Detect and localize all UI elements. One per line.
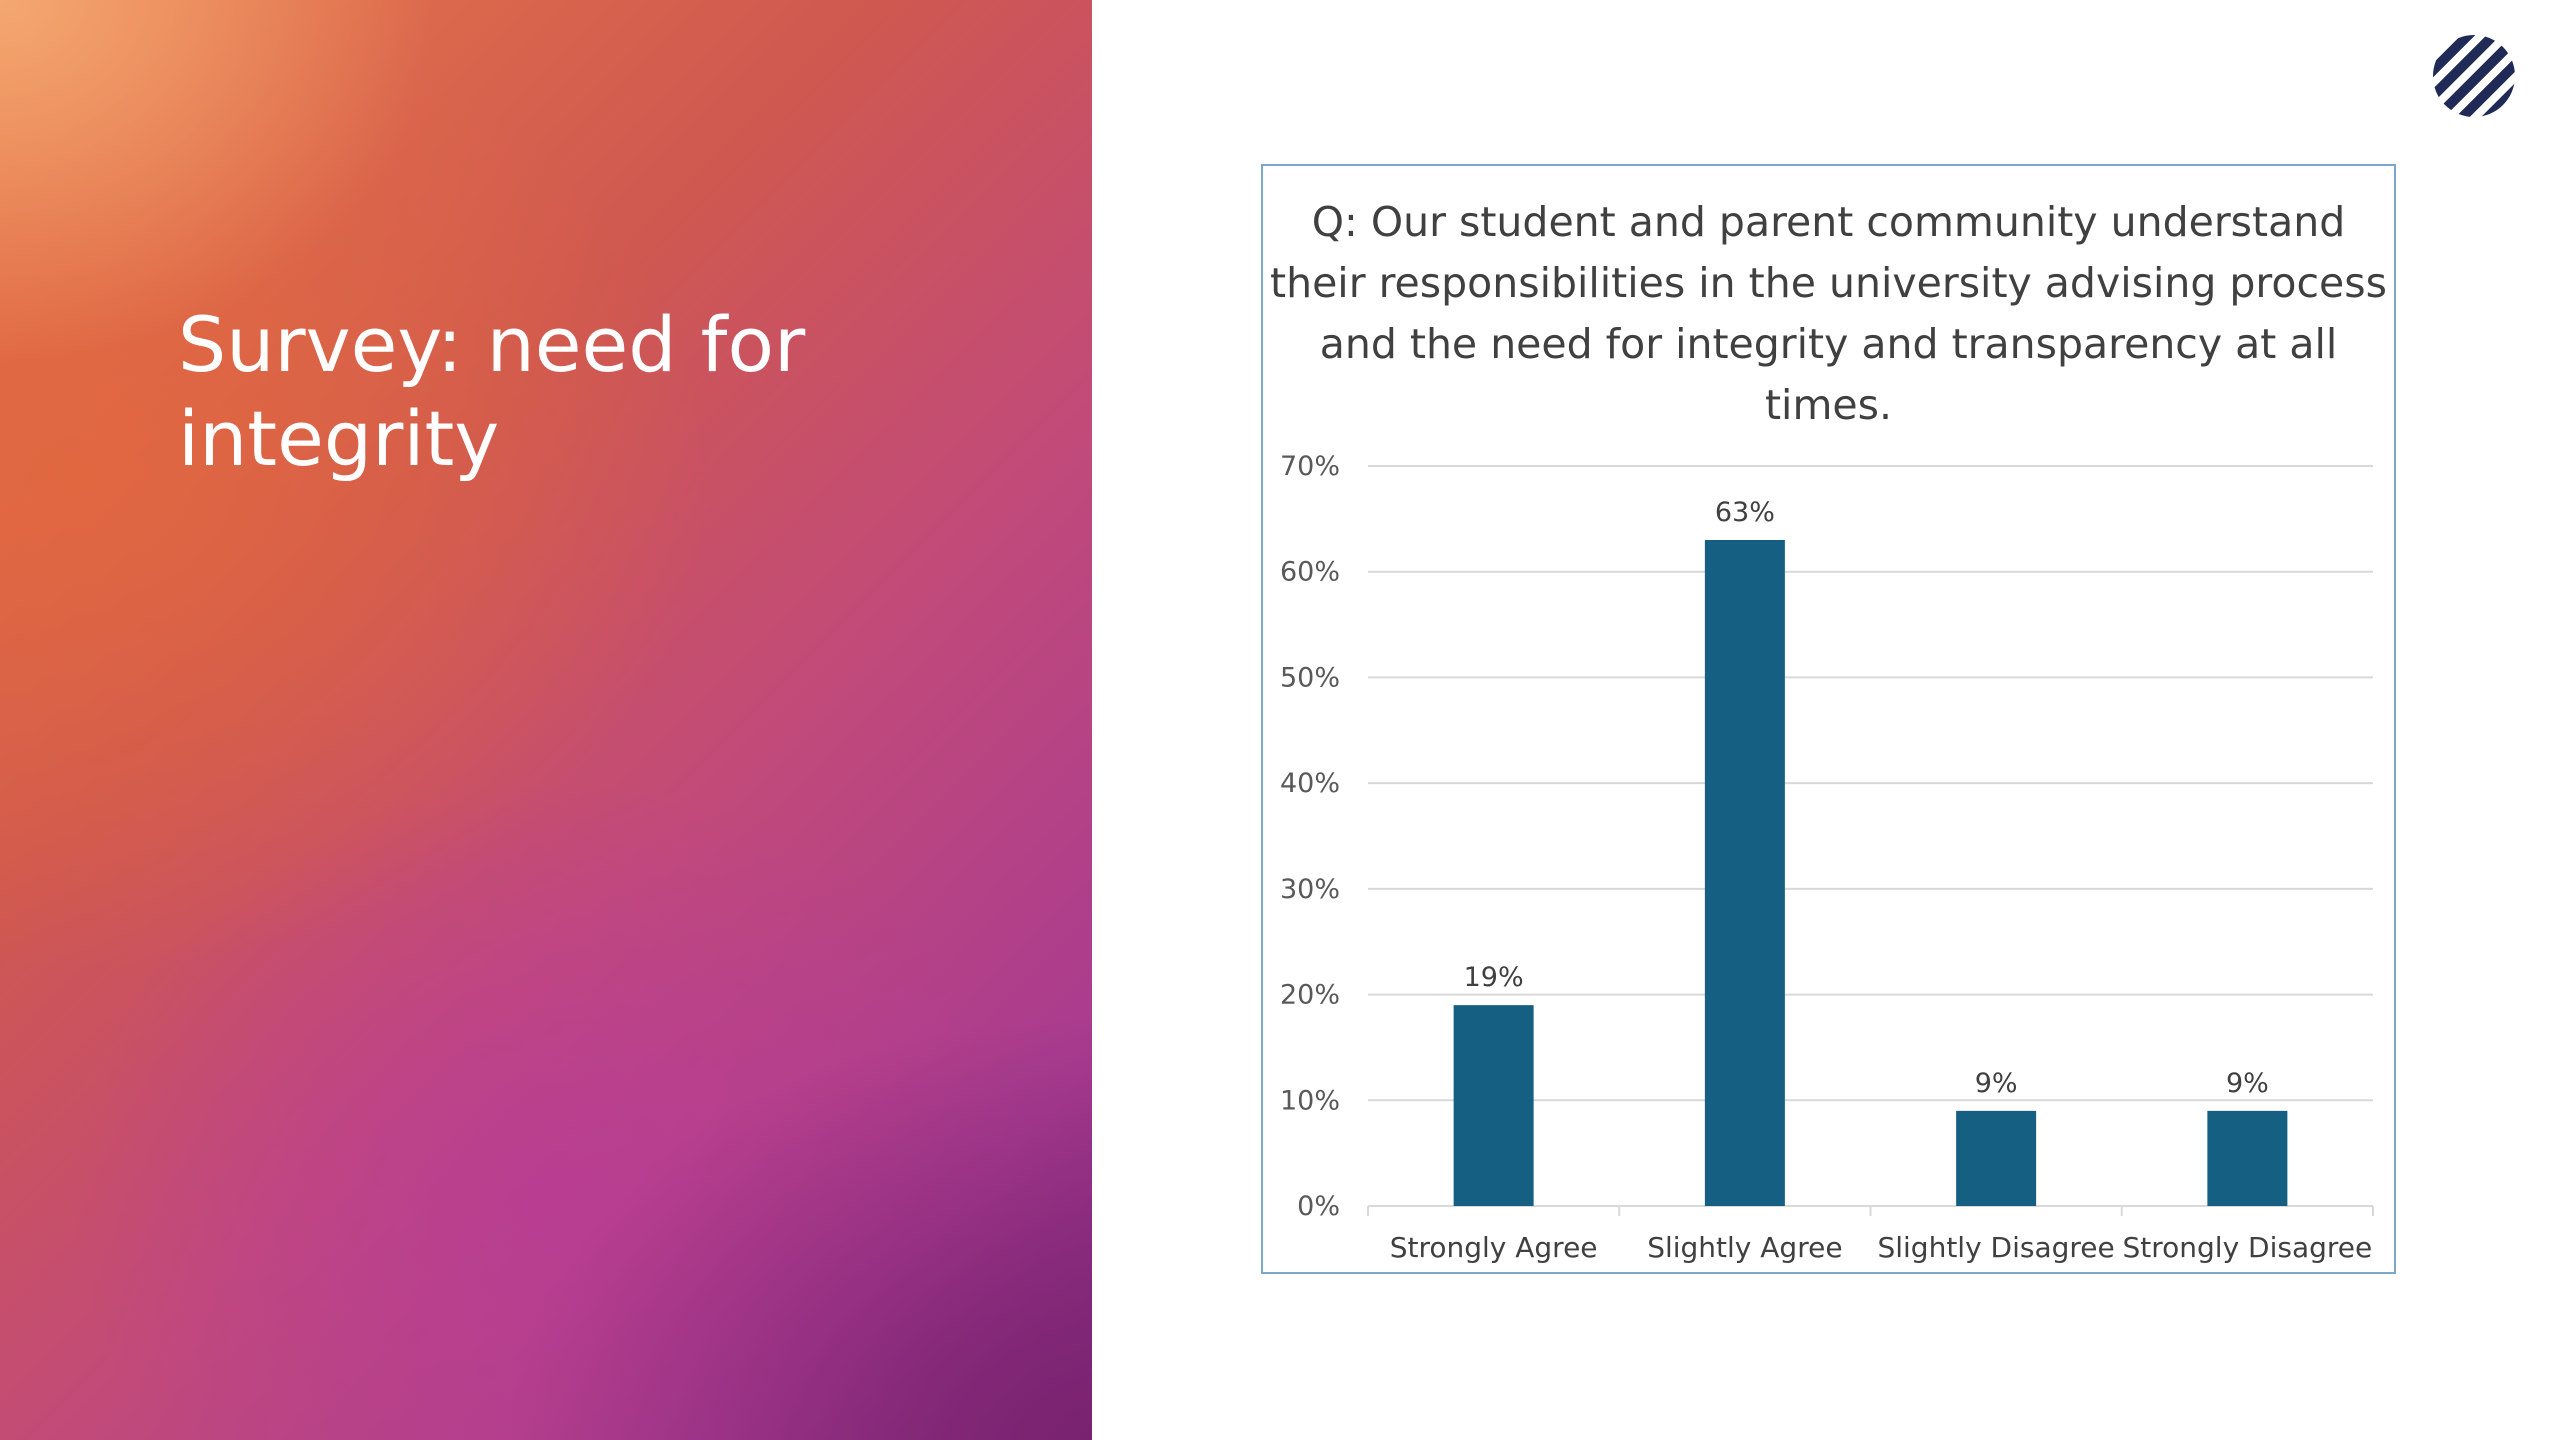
y-tick-label: 0% xyxy=(1297,1191,1340,1222)
chart-title: Q: Our student and parent community unde… xyxy=(1270,198,2387,429)
y-tick-label: 10% xyxy=(1280,1085,1340,1116)
x-category-label: Strongly Agree xyxy=(1390,1231,1598,1264)
y-tick-label: 70% xyxy=(1280,451,1340,482)
y-tick-label: 60% xyxy=(1280,557,1340,588)
chart-container: Q: Our student and parent community unde… xyxy=(1261,164,2396,1274)
y-tick-label: 30% xyxy=(1280,874,1340,905)
data-label: 9% xyxy=(2226,1068,2269,1099)
striped-circle-logo-icon xyxy=(2433,35,2515,117)
data-label: 19% xyxy=(1464,962,1524,993)
title-panel-background: Survey: need for integrity xyxy=(0,0,1092,1440)
bar-strongly-disagree xyxy=(2207,1110,2288,1206)
bar-strongly-agree xyxy=(1453,1005,1534,1206)
bar-chart: 0% 10% 20% 30% 40% 50% 60% 70% 19% Strongly Agree… xyxy=(1280,451,2374,1264)
y-tick-label: 40% xyxy=(1280,768,1340,799)
bar-slightly-disagree xyxy=(1956,1110,2037,1206)
y-tick-label: 20% xyxy=(1280,980,1340,1011)
x-category-label: Strongly Disagree xyxy=(2122,1231,2372,1264)
data-label: 9% xyxy=(1975,1068,2018,1099)
data-label: 63% xyxy=(1715,497,1775,528)
y-tick-label: 50% xyxy=(1280,662,1340,693)
slide-title: Survey: need for integrity xyxy=(178,300,806,483)
x-category-label: Slightly Agree xyxy=(1647,1231,1842,1264)
bar-slightly-agree xyxy=(1704,540,1785,1206)
x-category-label: Slightly Disagree xyxy=(1877,1231,2114,1264)
